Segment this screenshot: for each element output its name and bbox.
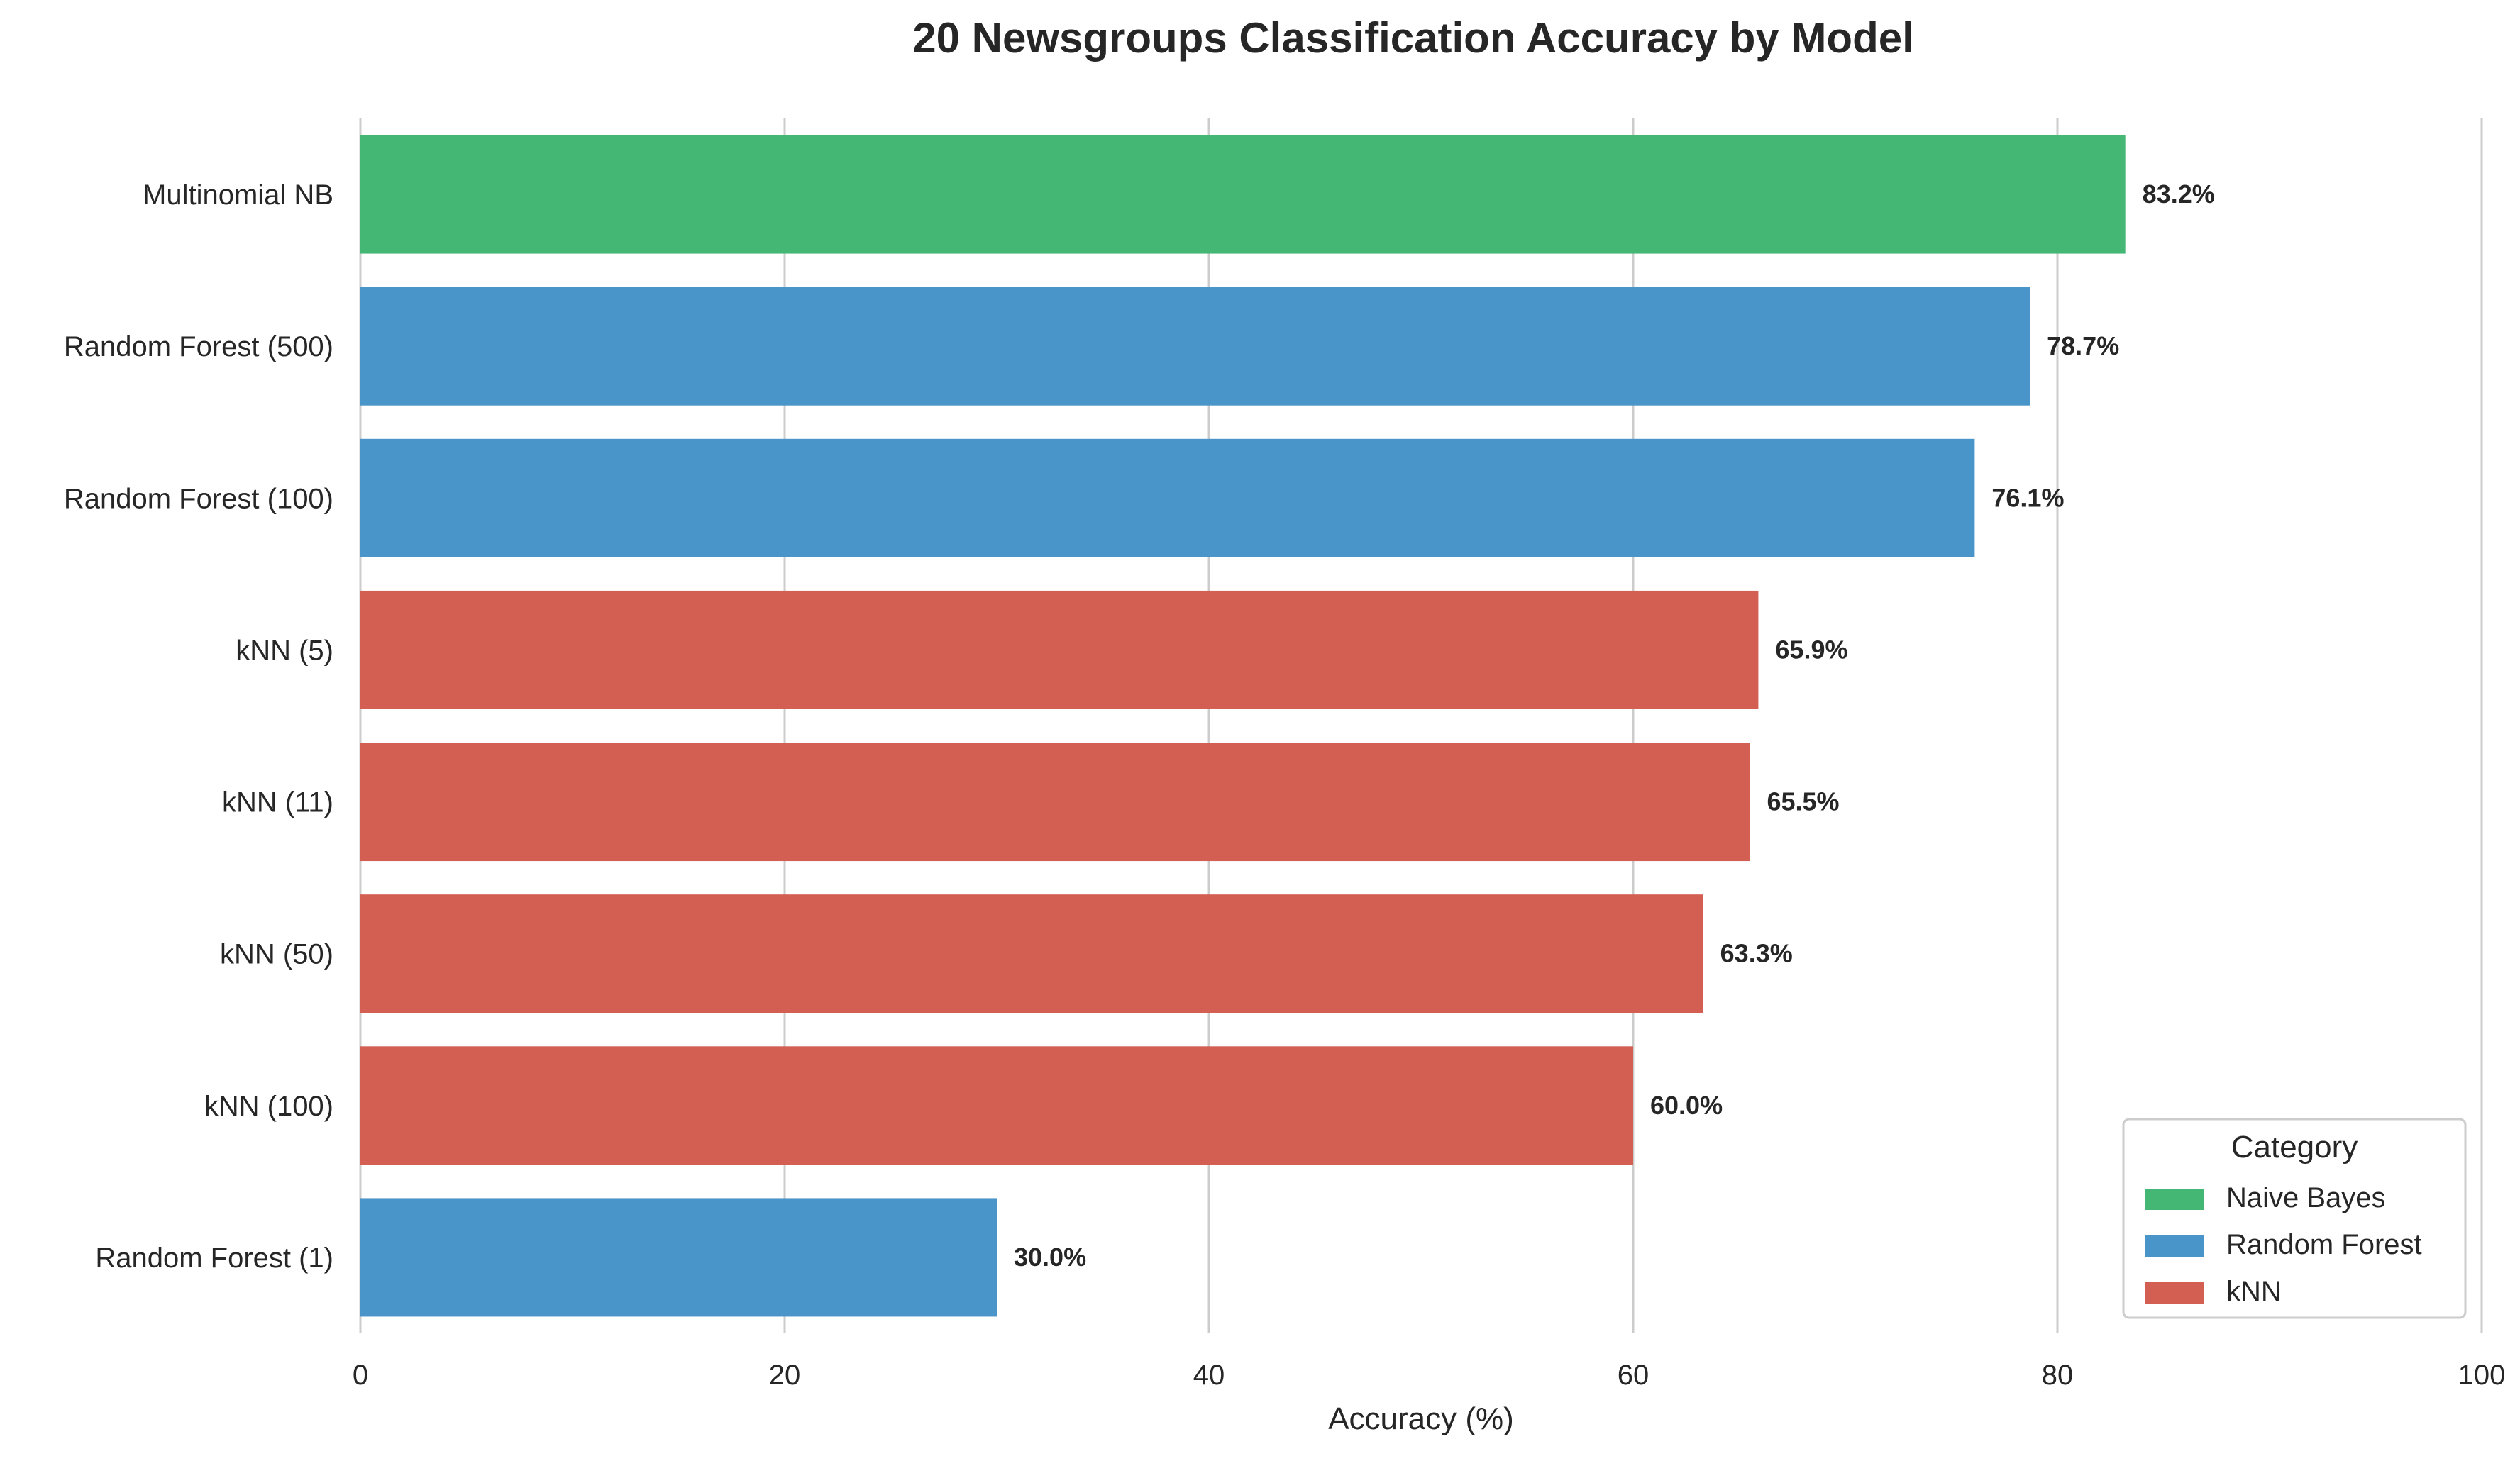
x-tick-label: 100 — [2458, 1360, 2506, 1391]
legend-swatch — [2145, 1282, 2204, 1304]
data-label: 65.9% — [1775, 635, 1847, 664]
y-tick-label: Multinomial NB — [143, 179, 333, 211]
legend-entries: Naive Bayes Random Forest kNN — [2145, 1182, 2422, 1307]
legend-title: Category — [2231, 1130, 2358, 1165]
y-tick-label: kNN (100) — [204, 1091, 333, 1122]
y-tick-labels: Multinomial NB Random Forest (500) Random … — [64, 179, 333, 1274]
bar — [360, 1198, 997, 1317]
x-tick-label: 0 — [353, 1360, 368, 1391]
bar — [360, 287, 2030, 406]
data-label: 78.7% — [2047, 331, 2119, 360]
legend-entry-label: Naive Bayes — [2226, 1182, 2386, 1213]
x-tick-label: 40 — [1193, 1360, 1225, 1391]
y-tick-label: Random Forest (1) — [95, 1243, 333, 1274]
chart-title: 20 Newsgroups Classification Accuracy by… — [912, 14, 1914, 62]
bar — [360, 135, 2126, 254]
x-axis-label: Accuracy (%) — [1328, 1401, 1514, 1436]
x-tick-label: 60 — [1618, 1360, 1649, 1391]
y-tick-label: Random Forest (100) — [64, 483, 333, 514]
y-tick-label: Random Forest (500) — [64, 331, 333, 362]
bar — [360, 894, 1703, 1013]
y-tick-label: kNN (50) — [220, 939, 333, 970]
x-tick-label: 20 — [769, 1360, 801, 1391]
data-label: 63.3% — [1720, 939, 1793, 968]
data-label: 60.0% — [1650, 1091, 1723, 1120]
y-tick-label: kNN (5) — [236, 635, 333, 666]
legend-entry-label: Random Forest — [2226, 1229, 2422, 1260]
data-label: 83.2% — [2143, 179, 2215, 209]
x-tick-labels: 0 20 40 60 80 100 — [353, 1360, 2506, 1391]
legend: Category Naive Bayes Random Forest kNN — [2122, 1118, 2467, 1319]
data-label: 30.0% — [1014, 1243, 1086, 1272]
bar — [360, 438, 1975, 557]
bar — [360, 1046, 1633, 1165]
data-labels: 83.2% 78.7% 76.1% 65.9% 65.5% 63.3% 60.0% 30.0% — [1014, 179, 2215, 1272]
x-tick-label: 80 — [2042, 1360, 2074, 1391]
data-label: 76.1% — [1991, 483, 2064, 512]
bar — [360, 743, 1750, 862]
y-tick-label: kNN (11) — [222, 787, 333, 818]
legend-swatch — [2145, 1189, 2204, 1210]
legend-entry-label: kNN — [2226, 1276, 2282, 1307]
legend-swatch — [2145, 1235, 2204, 1257]
legend-box — [2122, 1118, 2467, 1319]
data-label: 65.5% — [1767, 787, 1839, 816]
bars — [360, 135, 2126, 1317]
bar — [360, 590, 1759, 709]
